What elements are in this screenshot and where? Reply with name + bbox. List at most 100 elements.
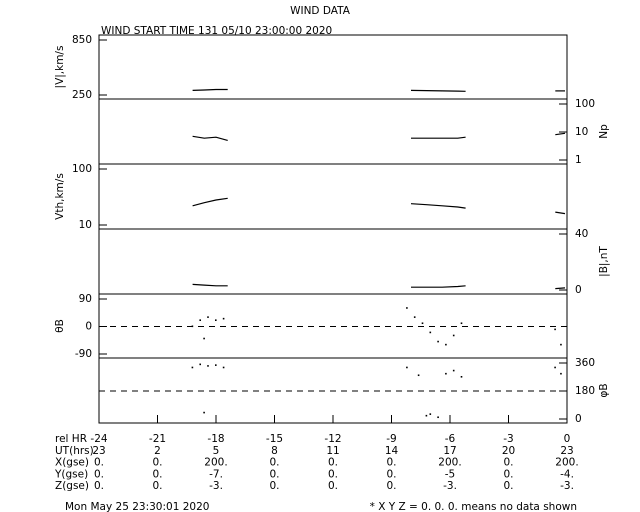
data-point [203,411,205,414]
table-cell: 200. [204,457,227,469]
data-point [417,374,420,377]
table-cell: 23 [560,445,573,457]
y-axis-label: |B|,nT [598,246,610,277]
data-point [452,369,455,372]
data-point [429,331,432,334]
table-cell: 0. [503,480,513,492]
table-cell: -5 [445,468,455,480]
data-point [445,372,447,375]
x-tick-label: -24 [90,433,107,445]
y-tick-label: 10 [79,219,92,231]
data-point [222,366,225,369]
data-point [554,328,556,331]
data-point [560,343,562,346]
data-line [192,197,228,207]
y-tick-label: 90 [79,293,92,305]
data-line [555,211,566,215]
data-line [411,285,466,288]
table-cell: 23 [92,445,105,457]
x-tick-label: -9 [386,433,396,445]
table-cell: 0. [328,457,338,469]
row-label: Z(gse) [55,480,89,492]
data-point [437,340,439,343]
table-cell: 0. [503,457,513,469]
x-tick-label: -3 [503,433,513,445]
y-tick-label: 40 [575,228,588,240]
row-label: X(gse) [55,457,89,469]
table-cell: 20 [502,445,515,457]
data-point [406,366,408,369]
table-cell: 0. [386,468,396,480]
y-axis-label: φB [598,383,610,397]
y-axis-label: |V|,km/s [54,46,66,89]
table-cell: 0. [328,480,338,492]
y-tick-label: 1 [575,154,582,166]
data-point [215,364,217,366]
footer-date: Mon May 25 23:30:01 2020 [65,501,209,512]
data-point [437,416,439,419]
row-label: UT(hrs) [55,445,94,457]
data-point [413,316,416,318]
row-label: Y(gse) [54,468,88,480]
y-axis-label: θB [54,319,66,333]
y-tick-label: 100 [575,98,595,110]
data-point [199,363,201,366]
x-tick-label: -18 [207,433,224,445]
y-tick-label: 100 [72,163,92,175]
x-tick-label: -15 [266,433,283,445]
table-cell: 0. [503,468,513,480]
panel-frame [98,98,568,165]
x-tick-label: 0 [564,433,571,445]
table-cell: 0. [269,480,279,492]
data-point [191,325,194,328]
table-cell: 14 [385,445,399,457]
y-tick-label: 850 [72,34,92,46]
table-cell: -3. [209,480,223,492]
data-line [555,132,566,136]
x-tick-label: -12 [324,433,341,445]
table-cell: 0. [152,468,162,480]
panel-frame [98,228,568,295]
subtitle: WIND START TIME 131 05/10 23:00:00 2020 [101,25,332,37]
y-axis-label: Vth,km/s [54,173,66,220]
table-cell: 0. [269,468,279,480]
table-cell: -7. [209,468,223,480]
data-line [411,136,466,139]
y-tick-label: 0 [85,321,92,333]
x-tick-label: -6 [445,433,456,445]
table-cell: 200. [438,457,461,469]
table-cell: 0. [386,480,396,492]
footer-note: * X Y Z = 0. 0. 0. means no data shown [370,501,577,512]
data-point [460,376,463,378]
data-point [429,413,432,415]
data-point [207,365,209,367]
table-cell: 0. [94,480,104,492]
table-cell: 0. [152,480,162,492]
data-point [425,414,428,417]
table-cell: 0. [94,468,104,480]
table-cell: 17 [443,445,456,457]
data-point [222,317,225,320]
table-cell: -4. [560,468,574,480]
data-line [192,88,228,91]
table-cell: 0. [328,468,338,480]
data-point [452,334,455,337]
y-tick-label: 0 [575,413,582,425]
y-tick-label: 0 [575,284,582,296]
data-point [421,322,424,325]
data-line [555,287,566,290]
y-tick-label: 10 [575,126,588,138]
data-point [207,316,209,318]
x-axis-label: rel HR [55,433,87,445]
panel-frame [98,163,568,230]
data-point [445,343,447,346]
x-tick-label: -21 [149,433,166,445]
table-cell: 11 [326,445,339,457]
data-line [410,203,466,209]
y-tick-label: 180 [575,385,595,397]
y-tick-label: 250 [72,89,92,101]
table-cell: 0. [152,457,162,469]
table-cell: 8 [271,445,278,457]
table-cell: 0. [94,457,104,469]
